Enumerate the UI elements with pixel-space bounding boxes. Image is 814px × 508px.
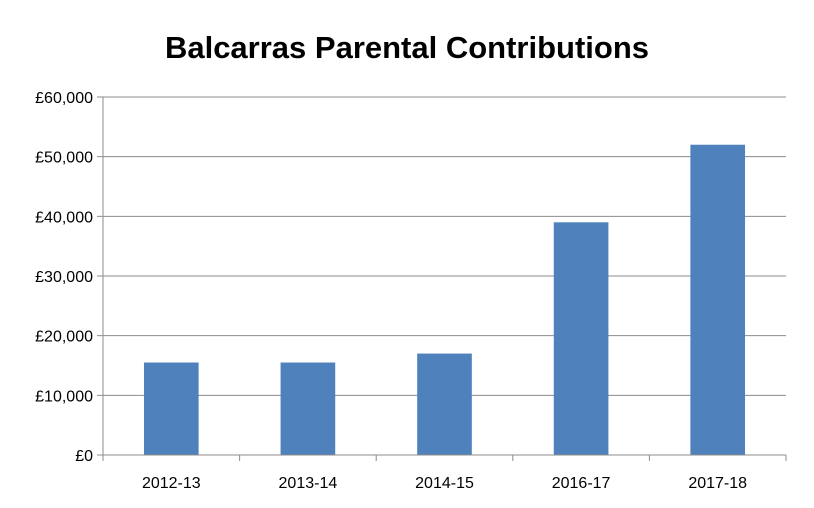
bar-2012-13 <box>143 362 199 455</box>
bar-2014-15 <box>417 353 472 455</box>
axes <box>102 97 786 456</box>
x-axis-ticks: 2012-13 2013-14 2014-15 2016-17 2017-18 <box>102 455 787 492</box>
y-tick-label: £40,000 <box>35 209 93 226</box>
x-tick-label: 2017-18 <box>688 475 747 492</box>
chart-title: Balcarras Parental Contributions <box>165 30 649 65</box>
y-tick-label: £20,000 <box>35 329 93 346</box>
y-tick-label: £50,000 <box>35 150 93 167</box>
bar-2016-17 <box>553 222 609 455</box>
bars <box>143 144 746 455</box>
y-tick-label: £60,000 <box>35 90 93 107</box>
bar-2013-14 <box>280 362 336 455</box>
x-tick-label: 2014-15 <box>415 475 474 492</box>
x-tick-label: 2016-17 <box>552 475 611 492</box>
y-axis-ticks: £0 £10,000 £20,000 £30,000 £40,000 £50,000 £60… <box>35 90 103 465</box>
y-tick-label: £30,000 <box>35 269 93 286</box>
x-tick-label: 2013-14 <box>279 475 338 492</box>
y-tick-label: £0 <box>75 448 93 465</box>
x-tick-label: 2012-13 <box>142 475 201 492</box>
bar-2017-18 <box>690 144 746 455</box>
y-tick-label: £10,000 <box>35 388 93 405</box>
gridlines <box>103 96 786 396</box>
